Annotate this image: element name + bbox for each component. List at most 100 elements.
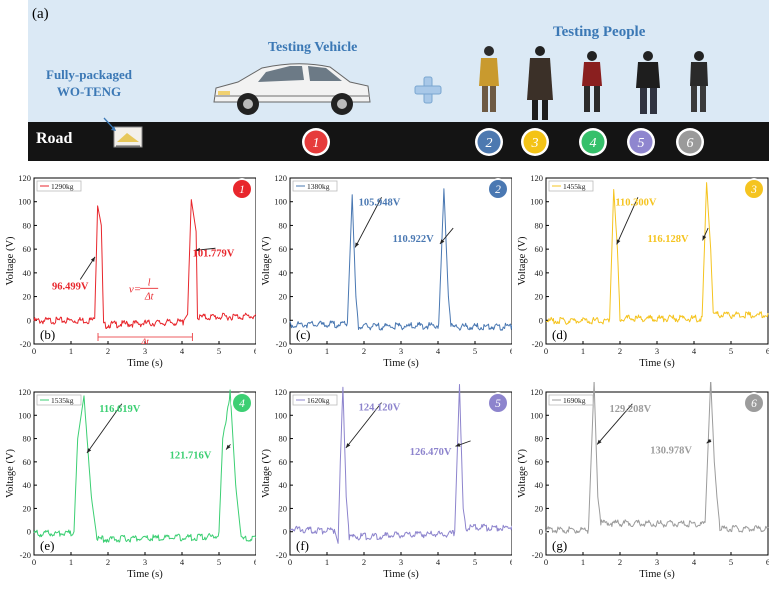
voltage-series-line (545, 182, 769, 325)
x-tick-label: 0 (544, 557, 548, 567)
x-tick-label: 0 (544, 346, 548, 356)
badge-number: 3 (750, 184, 757, 196)
y-axis-label: Voltage (V) (261, 448, 272, 498)
x-tick-label: 3 (655, 346, 659, 356)
badge-2-icon (477, 130, 501, 154)
voltage-series-line (33, 199, 256, 329)
badge-4-icon (581, 130, 605, 154)
panel-label: (g) (552, 538, 567, 553)
y-tick-label: 120 (274, 173, 287, 183)
peak-value-label: 116.128V (648, 234, 690, 245)
y-tick-label: 40 (279, 268, 288, 278)
y-tick-label: 120 (530, 173, 543, 183)
y-tick-label: 60 (279, 244, 288, 254)
voltage-series-line (545, 382, 769, 534)
x-tick-label: 4 (692, 346, 697, 356)
y-tick-label: 80 (535, 434, 544, 444)
x-axis-label: Time (s) (383, 358, 419, 369)
badge-3-icon (745, 180, 763, 198)
x-tick-label: 6 (510, 557, 512, 567)
y-tick-label: 20 (23, 292, 32, 302)
annotation-arrow (86, 403, 123, 454)
x-axis-label: Time (s) (639, 569, 675, 580)
y-tick-label: -20 (276, 339, 287, 349)
annotation-arrowhead (702, 235, 707, 241)
badge-6-icon (678, 130, 702, 154)
x-tick-label: 0 (32, 346, 36, 356)
y-tick-label: 100 (18, 197, 31, 207)
x-tick-label: 2 (618, 557, 622, 567)
x-tick-label: 2 (362, 346, 366, 356)
y-tick-label: 40 (23, 268, 32, 278)
annotation-arrow (616, 197, 639, 245)
x-tick-label: 6 (254, 557, 256, 567)
formula-v: v= (129, 283, 141, 295)
legend-label: 1620kg (307, 396, 330, 405)
y-tick-label: 0 (27, 315, 31, 325)
plot-frame (545, 391, 769, 556)
x-axis-label: Time (s) (383, 569, 419, 580)
y-tick-label: 120 (18, 173, 31, 183)
legend-label: 1380kg (307, 182, 330, 191)
badge-number: 4 (239, 398, 245, 410)
x-tick-label: 3 (143, 346, 147, 356)
annotation-arrowhead (226, 444, 231, 450)
y-tick-label: 100 (274, 410, 287, 420)
peak-value-label: 116.619V (99, 404, 141, 415)
y-tick-label: -20 (276, 550, 287, 560)
panel-label: (b) (40, 327, 55, 342)
y-tick-label: 100 (530, 410, 543, 420)
x-tick-label: 5 (473, 346, 477, 356)
annotation-arrowhead (455, 442, 461, 447)
legend-box (548, 180, 594, 192)
badge-number: 5 (638, 136, 645, 151)
voltage-series-line (33, 389, 256, 543)
testing-vehicle-car-icon (213, 63, 371, 115)
y-tick-label: 60 (23, 244, 32, 254)
y-tick-label: 0 (283, 315, 287, 325)
voltage-series-line (289, 188, 512, 331)
annotation-arrowhead (597, 439, 602, 445)
road-label: Road (36, 130, 73, 147)
y-axis-label: Voltage (V) (517, 448, 528, 498)
annotation-arrowhead (90, 256, 96, 262)
x-tick-label: 4 (692, 557, 697, 567)
person-2-icon (527, 46, 553, 120)
teng-label-line2: WO-TENG (56, 84, 122, 99)
y-tick-label: 40 (535, 268, 544, 278)
panel-label: (f) (296, 538, 309, 553)
person-3-icon (582, 51, 602, 112)
plot-frame (33, 391, 256, 556)
plot-frame (289, 177, 512, 345)
x-tick-label: 2 (618, 346, 622, 356)
y-tick-label: 0 (27, 527, 31, 537)
panel-label: (c) (296, 327, 310, 342)
y-tick-label: 100 (530, 197, 543, 207)
badge-number: 4 (590, 136, 597, 151)
y-tick-label: 60 (535, 244, 544, 254)
people-label: Testing People (553, 24, 646, 40)
y-tick-label: 20 (535, 292, 544, 302)
annotation-arrow (596, 403, 633, 445)
y-tick-label: 0 (539, 527, 543, 537)
voltage-series-line (289, 384, 512, 544)
x-tick-label: 1 (69, 557, 73, 567)
badge-5-icon (489, 394, 507, 412)
y-axis-label: Voltage (V) (5, 448, 16, 498)
y-tick-label: 80 (23, 220, 32, 230)
y-tick-label: 100 (18, 410, 31, 420)
y-tick-label: -20 (532, 550, 543, 560)
x-tick-label: 1 (69, 346, 73, 356)
x-tick-label: 5 (217, 557, 221, 567)
annotation-arrowhead (706, 438, 712, 444)
y-tick-label: 120 (274, 387, 287, 397)
formula-numerator: l (148, 277, 151, 288)
person-1-icon (479, 46, 499, 112)
plus-icon (414, 76, 442, 104)
person-5-icon (690, 51, 708, 112)
annotation-arrowhead (355, 242, 360, 248)
x-axis-label: Time (s) (639, 358, 675, 369)
peak-value-label: 130.978V (650, 446, 692, 457)
person-4-icon (636, 51, 660, 114)
